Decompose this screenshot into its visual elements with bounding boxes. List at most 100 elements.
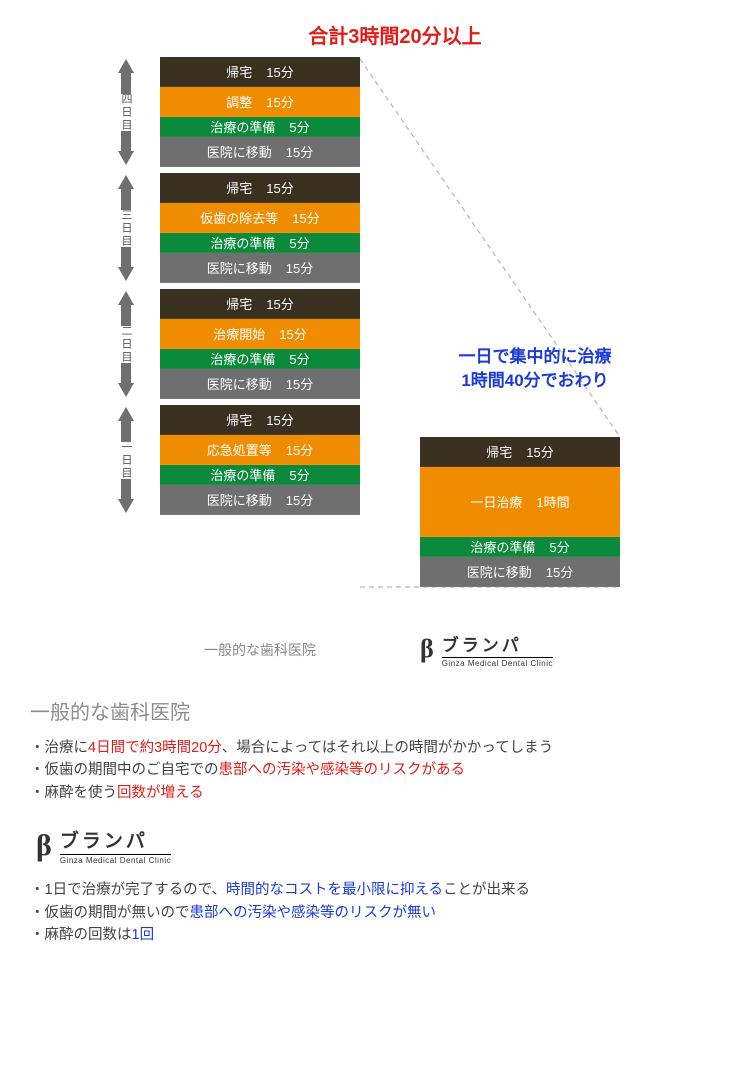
bar-label: 帰宅 — [226, 410, 252, 429]
bar-row: 治療の準備 5分 — [160, 465, 360, 485]
day-arrow: 三日目 — [100, 173, 152, 283]
bar-label: 治療の準備 — [210, 465, 275, 484]
arrow-up-icon — [118, 59, 134, 73]
bar-row: 一日治療 1時間 — [420, 467, 620, 537]
bar-label: 帰宅 — [486, 442, 512, 461]
bar-duration: 15分 — [266, 92, 293, 111]
bar-row: 帰宅 15分 — [160, 289, 360, 319]
bullet-line: ・麻酔を使う回数が増える — [30, 782, 720, 804]
bar-label: 治療の準備 — [470, 537, 535, 556]
bar-label: 医院に移動 — [207, 258, 272, 277]
bar-row: 調整 15分 — [160, 87, 360, 117]
bar-duration: 15分 — [292, 208, 319, 227]
arrow-up-icon — [118, 175, 134, 189]
bar-duration: 15分 — [526, 442, 553, 461]
bar-row: 医院に移動 15分 — [160, 137, 360, 167]
day-label: 四日目 — [118, 93, 134, 132]
bar-row: 治療の準備 5分 — [420, 537, 620, 557]
bar-duration: 15分 — [546, 562, 573, 581]
bullets-a: ・治療に4日間で約3時間20分、場合によってはそれ以上の時間がかかってしまう・仮… — [30, 737, 720, 804]
right-stack: 帰宅15分一日治療1時間治療の準備5分医院に移動15分 — [420, 437, 620, 587]
bar-row: 応急処置等 15分 — [160, 435, 360, 465]
logo-main: ブランパ — [60, 826, 171, 855]
bar-label: 治療の準備 — [210, 349, 275, 368]
logo-sub: Ginza Medical Dental Clinic — [60, 856, 171, 865]
bar-duration: 15分 — [286, 258, 313, 277]
arrow-down-icon — [118, 151, 134, 165]
bar-row: 医院に移動 15分 — [160, 485, 360, 515]
bullet-line: ・仮歯の期間中のご自宅での患部への汚染や感染等のリスクがある — [30, 759, 720, 781]
bar-duration: 15分 — [266, 294, 293, 313]
arrow-down-icon — [118, 383, 134, 397]
bar-duration: 15分 — [286, 374, 313, 393]
bar-duration: 5分 — [549, 537, 569, 556]
arrow-down-icon — [118, 267, 134, 281]
bar-row: 帰宅 15分 — [160, 173, 360, 203]
day-group: 帰宅15分調整15分治療の準備5分医院に移動15分四日目 — [160, 57, 360, 167]
logo-small: β ブランパ Ginza Medical Dental Clinic — [420, 631, 553, 668]
left-stack: 帰宅15分調整15分治療の準備5分医院に移動15分四日目帰宅15分仮歯の除去等1… — [160, 57, 360, 521]
bar-duration: 15分 — [286, 440, 313, 459]
bar-label: 帰宅 — [226, 294, 252, 313]
day-label: 二日目 — [118, 325, 134, 364]
logo-sub: Ginza Medical Dental Clinic — [442, 659, 553, 668]
day-arrow: 四日目 — [100, 57, 152, 167]
logo-main: ブランパ — [442, 631, 553, 658]
bullet-line: ・治療に4日間で約3時間20分、場合によってはそれ以上の時間がかかってしまう — [30, 737, 720, 759]
bullet-line: ・仮歯の期間が無いので患部への汚染や感染等のリスクが無い — [30, 902, 720, 924]
bar-duration: 5分 — [289, 117, 309, 136]
bar-row: 帰宅15分 — [160, 405, 360, 435]
bar-row: 治療の準備 5分 — [160, 349, 360, 369]
day-label: 一日目 — [118, 441, 134, 480]
logo-mark-icon: β — [420, 640, 434, 658]
day-arrow: 一日目 — [100, 405, 152, 515]
day-arrow: 二日目 — [100, 289, 152, 399]
bar-duration: 15分 — [266, 62, 293, 81]
arrow-down-icon — [118, 499, 134, 513]
bar-label: 医院に移動 — [467, 562, 532, 581]
bar-label: 治療開始 — [213, 324, 265, 343]
bar-label: 医院に移動 — [207, 490, 272, 509]
arrow-up-icon — [118, 407, 134, 421]
top-title: 合計3時間20分以上 — [70, 20, 720, 49]
bar-label: 仮歯の除去等 — [200, 208, 278, 227]
logo-large: β ブランパ Ginza Medical Dental Clinic — [36, 826, 720, 865]
bullet-line: ・麻酔の回数は1回 — [30, 924, 720, 946]
bar-row: 医院に移動 15分 — [160, 253, 360, 283]
bar-duration: 15分 — [279, 324, 306, 343]
day-group: 帰宅15分応急処置等15分治療の準備5分医院に移動15分一日目 — [160, 405, 360, 515]
bar-label: 帰宅 — [226, 178, 252, 197]
bar-label: 帰宅 — [226, 62, 252, 81]
bar-duration: 1時間 — [536, 492, 569, 511]
bar-label: 応急処置等 — [207, 440, 272, 459]
logo-mark-icon: β — [36, 835, 52, 856]
bar-row: 治療の準備 5分 — [160, 117, 360, 137]
bar-row: 帰宅 15分 — [160, 57, 360, 87]
bar-label: 治療の準備 — [210, 233, 275, 252]
bar-duration: 5分 — [289, 465, 309, 484]
bullet-line: ・1日で治療が完了するので、時間的なコストを最小限に抑えることが出来る — [30, 879, 720, 901]
day-group: 帰宅15分仮歯の除去等15分治療の準備5分医院に移動15分三日目 — [160, 173, 360, 283]
right-title-line2: 1時間40分でおわり — [410, 369, 660, 393]
bar-duration: 5分 — [289, 349, 309, 368]
bar-row: 治療の準備 5分 — [160, 233, 360, 253]
right-title-line1: 一日で集中的に治療 — [410, 345, 660, 369]
right-title: 一日で集中的に治療 1時間40分でおわり — [410, 345, 660, 393]
bar-label: 医院に移動 — [207, 142, 272, 161]
bar-duration: 15分 — [286, 142, 313, 161]
day-group: 帰宅15分治療開始15分治療の準備5分医院に移動15分二日目 — [160, 289, 360, 399]
bar-row: 医院に移動15分 — [160, 369, 360, 399]
caption-left: 一般的な歯科医院 — [160, 640, 360, 660]
section-a-title: 一般的な歯科医院 — [30, 696, 720, 725]
caption-row: 一般的な歯科医院 β ブランパ Ginza Medical Dental Cli… — [30, 631, 720, 668]
bar-label: 調整 — [226, 92, 252, 111]
bar-duration: 5分 — [289, 233, 309, 252]
bar-row: 治療開始 15分 — [160, 319, 360, 349]
bar-duration: 15分 — [266, 178, 293, 197]
bullets-b: ・1日で治療が完了するので、時間的なコストを最小限に抑えることが出来る・仮歯の期… — [30, 879, 720, 946]
bar-duration: 15分 — [286, 490, 313, 509]
bar-label: 治療の準備 — [210, 117, 275, 136]
chart-area: 帰宅15分調整15分治療の準備5分医院に移動15分四日目帰宅15分仮歯の除去等1… — [30, 57, 720, 627]
bar-row: 仮歯の除去等 15分 — [160, 203, 360, 233]
bar-label: 一日治療 — [470, 492, 522, 511]
